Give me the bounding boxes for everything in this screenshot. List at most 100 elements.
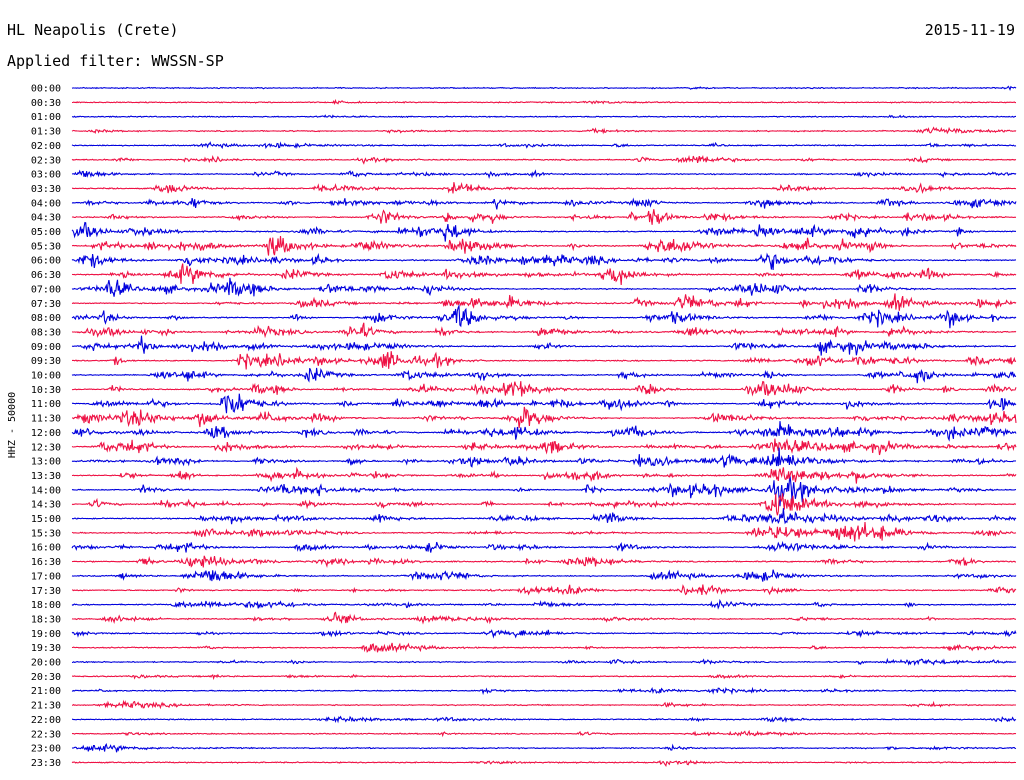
time-label: 10:00	[31, 371, 61, 382]
time-label: 00:00	[31, 84, 61, 95]
trace-row	[71, 657, 1017, 666]
time-label: 14:00	[31, 485, 61, 496]
trace-row	[71, 508, 1017, 525]
trace-row	[71, 235, 1017, 256]
time-label: 22:00	[31, 715, 61, 726]
trace-row	[71, 197, 1017, 210]
time-label: 03:00	[31, 170, 61, 181]
filter-label: Applied filter: WWSSN-SP	[7, 52, 224, 70]
trace-row	[71, 686, 1017, 696]
time-label: 01:30	[31, 127, 61, 138]
trace-row	[71, 221, 1017, 242]
trace-row	[71, 598, 1016, 610]
time-label: 13:30	[31, 471, 61, 482]
trace-row	[71, 114, 1016, 119]
trace-row	[71, 540, 1017, 553]
time-label: 19:30	[31, 643, 61, 654]
trace-row	[71, 569, 1017, 582]
trace-row	[71, 522, 1017, 542]
time-label: 16:00	[31, 543, 61, 554]
time-label: 05:30	[31, 241, 61, 252]
time-label: 23:00	[31, 744, 61, 755]
time-labels: 00:00 00:30 01:00 01:30 02:00 02:30 03:00 03:30…	[31, 84, 61, 769]
time-label: 17:00	[31, 571, 61, 582]
time-label: 23:30	[31, 758, 61, 769]
trace-row	[71, 584, 1017, 596]
time-label: 14:30	[31, 500, 61, 511]
time-label: 04:30	[31, 213, 61, 224]
trace-row	[71, 555, 1016, 569]
time-label: 05:00	[31, 227, 61, 238]
trace-row	[72, 351, 1017, 370]
trace-row	[71, 393, 1017, 414]
station-title: HL Neapolis (Crete)	[7, 21, 179, 39]
time-label: 18:00	[31, 600, 61, 611]
trace-row	[72, 98, 1016, 105]
trace-row	[71, 209, 1017, 225]
trace-row	[71, 322, 1017, 339]
trace-row	[71, 642, 1017, 653]
trace-row	[71, 729, 1017, 738]
trace-row	[71, 85, 1017, 91]
time-label: 11:30	[31, 414, 61, 425]
time-label: 12:30	[31, 442, 61, 453]
trace-row	[71, 169, 1017, 179]
trace-row	[71, 303, 1017, 329]
time-label: 13:00	[31, 457, 61, 468]
time-label: 16:30	[31, 557, 61, 568]
time-label: 20:00	[31, 658, 61, 669]
time-label: 02:00	[31, 141, 61, 152]
trace-row	[71, 493, 1017, 516]
date-label: 2015-11-19	[924, 21, 1015, 39]
trace-row	[71, 759, 1016, 768]
trace-row	[71, 438, 1017, 456]
time-label: 09:00	[31, 342, 61, 353]
time-label: 01:00	[31, 112, 61, 123]
trace-row	[71, 742, 1017, 753]
trace-row	[71, 475, 1017, 507]
seismic-traces	[71, 85, 1017, 768]
trace-row	[71, 335, 1017, 356]
time-label: 22:30	[31, 729, 61, 740]
trace-row	[71, 447, 1017, 468]
time-label: 12:00	[31, 428, 61, 439]
time-label: 04:00	[31, 198, 61, 209]
time-label: 20:30	[31, 672, 61, 683]
time-label: 07:30	[31, 299, 61, 310]
time-label: 10:30	[31, 385, 61, 396]
time-label: 07:00	[31, 284, 61, 295]
trace-row	[71, 182, 1017, 195]
trace-row	[71, 277, 1017, 297]
time-label: 00:30	[31, 98, 61, 109]
time-label: 21:30	[31, 701, 61, 712]
trace-row	[71, 263, 1017, 286]
trace-row	[71, 715, 1017, 724]
time-label: 06:30	[31, 270, 61, 281]
trace-row	[71, 380, 1017, 397]
trace-row	[71, 154, 1017, 165]
time-label: 19:00	[31, 629, 61, 640]
time-label: 17:30	[31, 586, 61, 597]
trace-row	[71, 252, 1016, 270]
trace-row	[71, 629, 1017, 639]
trace-row	[71, 611, 1017, 625]
trace-row	[72, 699, 1016, 710]
trace-row	[71, 126, 1017, 135]
time-label: 03:30	[31, 184, 61, 195]
time-label: 15:00	[31, 514, 61, 525]
time-label: 21:00	[31, 686, 61, 697]
trace-row	[71, 421, 1017, 442]
time-label: 15:30	[31, 528, 61, 539]
trace-row	[71, 293, 1017, 311]
time-label: 08:00	[31, 313, 61, 324]
time-label: 06:00	[31, 256, 61, 267]
time-label: 09:30	[31, 356, 61, 367]
y-axis-label: HHZ - 50000	[7, 392, 18, 458]
trace-row	[71, 406, 1017, 429]
time-label: 08:30	[31, 327, 61, 338]
trace-row	[71, 367, 1017, 384]
trace-row	[71, 141, 1017, 149]
time-label: 18:30	[31, 614, 61, 625]
trace-row	[71, 466, 1017, 484]
